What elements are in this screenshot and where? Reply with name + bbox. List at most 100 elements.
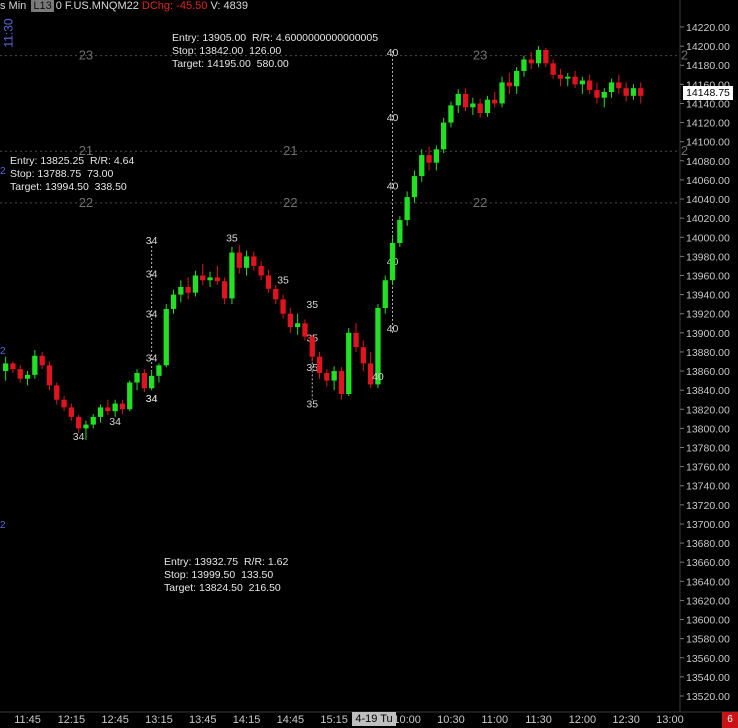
side-mark-top: 2 — [0, 166, 6, 177]
header-volume: V: 4839 — [210, 0, 248, 12]
y-tick-label: 14020.00 — [686, 213, 730, 225]
candle-body — [236, 252, 242, 268]
candle-body — [353, 332, 359, 348]
candle-body — [404, 197, 410, 221]
vertical-marker-label: 34 — [146, 309, 158, 321]
candle-body — [455, 93, 461, 106]
y-tick-label: 13540.00 — [686, 672, 730, 684]
candle-body — [207, 277, 213, 281]
chart-header: s Min L13 0 F.US.MNQM22 DChg: -45.50 V: 4… — [0, 0, 248, 12]
vertical-marker-label: 40 — [387, 112, 399, 124]
candle-body — [316, 356, 323, 373]
y-tick-label: 13820.00 — [686, 404, 730, 416]
candle-body — [54, 385, 60, 400]
candle-body — [514, 70, 520, 87]
candle-body — [39, 355, 45, 366]
vertical-marker-label: 34 — [146, 393, 158, 405]
y-tick-label: 13700.00 — [686, 519, 730, 531]
candle-body — [222, 281, 228, 299]
y-tick-label: 13680.00 — [686, 538, 730, 550]
swing-label: 35 — [306, 299, 318, 311]
swing-label: 40 — [372, 371, 384, 383]
candle-body — [623, 88, 629, 96]
side-mark-mid: 2 — [0, 346, 6, 357]
x-tick-label: 11:00 — [481, 714, 508, 726]
y-tick-label: 13600.00 — [686, 615, 730, 627]
candle-body — [309, 336, 315, 357]
candle-body — [462, 93, 469, 108]
y-tick-label: 14080.00 — [686, 156, 730, 168]
y-tick-label: 14060.00 — [686, 175, 730, 187]
y-tick-label: 13900.00 — [686, 328, 730, 340]
x-tick-label: 12:30 — [612, 714, 640, 726]
y-tick-label: 14200.00 — [686, 41, 730, 53]
candle-body — [477, 103, 483, 114]
candle-body — [258, 265, 264, 276]
candle-body — [287, 313, 293, 328]
y-tick-label: 13880.00 — [686, 347, 730, 359]
candle-body — [543, 49, 549, 64]
y-tick-label: 13840.00 — [686, 385, 730, 397]
y-tick-label: 13800.00 — [686, 423, 730, 435]
x-tick-label: 12:15 — [58, 714, 86, 726]
candle-body — [295, 323, 301, 328]
candle-body — [10, 363, 16, 370]
candle-body — [97, 407, 104, 417]
x-tick-label: 10:00 — [393, 714, 421, 726]
x-tick-label: 14:45 — [277, 714, 305, 726]
candle-body — [528, 59, 534, 64]
candle-body — [105, 407, 111, 412]
candle-body — [46, 365, 53, 386]
candle-body — [163, 308, 169, 366]
candle-body — [229, 252, 235, 299]
swing-label: 35 — [226, 232, 238, 244]
level-label: 22 — [283, 195, 297, 210]
candle-body — [506, 82, 512, 87]
y-tick-label: 13920.00 — [686, 309, 730, 321]
candle-body — [448, 105, 454, 123]
candle-body — [389, 242, 396, 281]
candle-body — [112, 403, 118, 412]
header-fragment: s Min — [0, 0, 27, 12]
candle-body — [149, 375, 155, 389]
candle-body — [368, 363, 374, 385]
candle-body — [411, 176, 418, 198]
y-tick-label: 13560.00 — [686, 653, 730, 665]
y-tick-label: 13580.00 — [686, 634, 730, 646]
y-tick-label: 13780.00 — [686, 443, 730, 455]
candle-body — [134, 372, 140, 383]
session-date-label: 4-19 Tu — [352, 712, 396, 726]
y-tick-label: 13660.00 — [686, 557, 730, 569]
candle-body — [141, 372, 147, 389]
last-price-marker: 14148.75 — [683, 86, 733, 100]
candle-body — [3, 363, 9, 372]
candle-body — [331, 371, 337, 381]
candle-body — [557, 74, 564, 79]
corner-badge[interactable]: 6 — [722, 712, 738, 728]
trade-annotation-2: Entry: 13825.25 R/R: 4.64 Stop: 13788.75… — [10, 155, 135, 193]
swing-label: 34 — [73, 431, 85, 443]
trade-annotation-3: Entry: 13932.75 R/R: 1.62 Stop: 13999.50… — [164, 556, 289, 594]
level-label: 21 — [79, 143, 93, 158]
candle-body — [433, 149, 439, 163]
candle-body — [32, 355, 38, 375]
candle-body — [214, 277, 220, 282]
swing-label: 34 — [146, 393, 158, 405]
candle-body — [375, 307, 381, 385]
candle-body — [280, 299, 286, 314]
y-tick-label: 14120.00 — [686, 118, 730, 130]
candle-body — [200, 275, 206, 281]
level-label: 2 — [681, 48, 688, 63]
header-zero: 0 — [55, 0, 62, 12]
candle-body — [397, 220, 403, 243]
header-layout-box[interactable]: L13 — [31, 0, 54, 12]
x-tick-label: 14:15 — [233, 714, 261, 726]
candle-body — [426, 155, 432, 163]
y-tick-label: 13720.00 — [686, 500, 730, 512]
candle-body — [243, 256, 250, 268]
x-tick-label: 10:30 — [437, 714, 465, 726]
y-tick-label: 13860.00 — [686, 366, 730, 378]
candle-body — [76, 416, 82, 429]
y-tick-label: 14040.00 — [686, 194, 730, 206]
